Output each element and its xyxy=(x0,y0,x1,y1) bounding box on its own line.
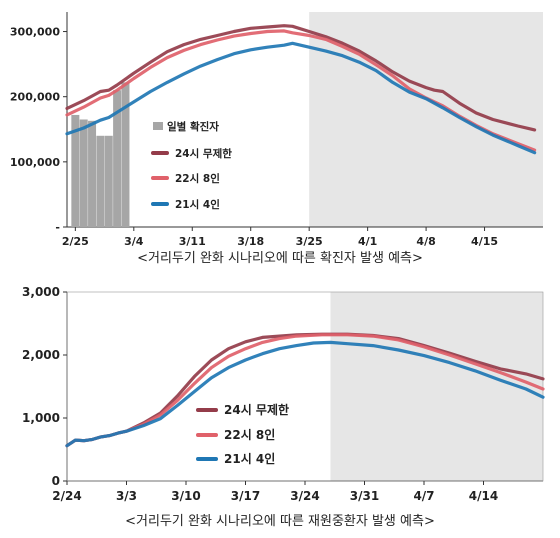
chart-1: - 100,000 200,000 300,000 2/25 3/4 3/11 3/18 3/2… xyxy=(10,12,543,266)
x-tick-label: 3/3 xyxy=(116,489,137,503)
bar-daily-cases xyxy=(104,135,113,227)
y-tick-label: - xyxy=(55,221,60,234)
series-line-2 xyxy=(65,29,537,152)
legend-label: 24시 무제한 xyxy=(175,147,232,160)
chart-caption: <거리두기 완화 시나리오에 따른 재원중환자 발생 예측> xyxy=(125,514,435,529)
bar-daily-cases xyxy=(113,90,122,227)
legend: 24시 무제한 22시 8인 21시 4인 xyxy=(196,402,289,466)
y-tick-label: 200,000 xyxy=(10,91,60,104)
x-tick-label: 4/14 xyxy=(469,489,498,503)
legend: 일별 확진자 24시 무제한 22시 8인 21시 4인 xyxy=(151,120,232,211)
y-tick-label: 3,000 xyxy=(22,285,60,299)
y-tick-label: 300,000 xyxy=(10,26,60,39)
x-tick-label: 3/31 xyxy=(350,489,379,503)
y-tick-label: 2,000 xyxy=(22,348,60,362)
series-line-1 xyxy=(65,24,537,132)
bar-daily-cases xyxy=(71,114,80,227)
bar-daily-cases xyxy=(79,119,88,227)
y-tick-label: 1,000 xyxy=(22,411,60,425)
x-tick-label: 3/24 xyxy=(290,489,319,503)
y-tick-label: 0 xyxy=(52,474,60,488)
legend-swatch-bar xyxy=(153,122,163,130)
bar-daily-cases xyxy=(121,82,130,227)
legend-label: 21시 4인 xyxy=(224,451,275,466)
bar-daily-cases xyxy=(96,135,105,227)
chart-caption: <거리두기 완화 시나리오에 따른 확진자 발생 예측> xyxy=(137,251,423,266)
legend-label: 22시 8인 xyxy=(224,427,275,442)
legend-label: 일별 확진자 xyxy=(167,120,219,133)
x-tick-label: 3/25 xyxy=(296,235,323,248)
x-tick-label: 4/8 xyxy=(416,235,435,248)
x-tick-label: 4/1 xyxy=(358,235,377,248)
series-line-3 xyxy=(65,41,537,155)
x-tick-label: 4/15 xyxy=(471,235,498,248)
chart-2: 0 1,000 2,000 3,000 2/24 3/3 3/10 3/17 3/24 3/31 4… xyxy=(22,285,545,529)
forecast-region xyxy=(330,292,543,481)
x-tick-label: 4/7 xyxy=(413,489,434,503)
legend-label: 21시 4인 xyxy=(175,198,220,211)
legend-label: 22시 8인 xyxy=(175,172,220,185)
series-line-3 xyxy=(65,340,545,448)
x-tick-label: 3/18 xyxy=(237,235,264,248)
bar-daily-cases xyxy=(88,120,97,227)
y-tick-label: 100,000 xyxy=(10,156,60,169)
x-tick-label: 2/24 xyxy=(52,489,81,503)
x-tick-label: 3/11 xyxy=(179,235,206,248)
x-tick-label: 3/17 xyxy=(231,489,260,503)
x-tick-label: 2/25 xyxy=(62,235,89,248)
x-tick-label: 3/10 xyxy=(171,489,200,503)
x-tick-label: 3/4 xyxy=(124,235,144,248)
legend-label: 24시 무제한 xyxy=(224,402,289,417)
